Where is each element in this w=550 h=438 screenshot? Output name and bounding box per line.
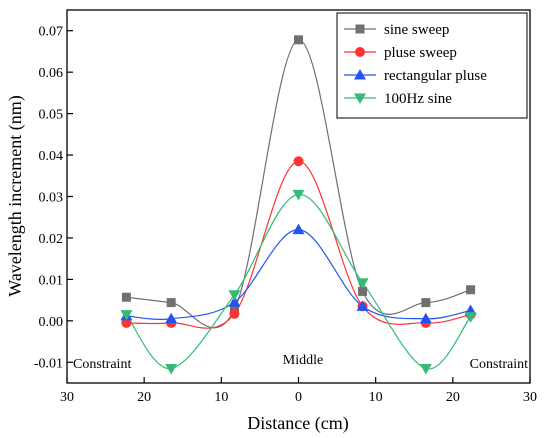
annotation-middle: Middle — [283, 353, 323, 368]
data-point-series-2 — [292, 223, 305, 235]
x-axis-title: Distance (cm) — [247, 413, 348, 434]
x-tick-label: 10 — [369, 390, 383, 405]
y-axis-ticks: -0.01 0.00 0.01 0.02 0.03 0.04 0.05 0.06 0.07 — [34, 25, 73, 371]
x-tick-label: 10 — [214, 390, 228, 405]
legend-marker-2 — [354, 69, 366, 80]
data-point-series-2 — [228, 296, 241, 307]
y-axis-title: Wavelength increment (nm) — [5, 95, 26, 296]
series-line-3 — [125, 193, 472, 370]
data-point-series-3 — [419, 363, 432, 375]
annotation-constraint-right: Constraint — [470, 357, 528, 372]
x-tick-label: 30 — [60, 390, 74, 405]
data-point-series-3 — [228, 290, 241, 301]
annotation-constraint-left: Constraint — [73, 357, 131, 372]
legend-marker-1 — [355, 47, 365, 57]
data-point-series-3 — [356, 278, 369, 289]
data-point-series-0 — [466, 285, 476, 295]
x-tick-label: 20 — [137, 390, 151, 405]
data-point-series-3 — [120, 310, 133, 321]
data-point-series-2 — [356, 300, 369, 311]
x-axis-ticks: 30 20 10 0 10 20 30 — [60, 377, 537, 405]
y-tick-label: 0.04 — [39, 149, 64, 164]
legend-label-0: sine sweep — [384, 22, 449, 38]
legend-box — [336, 12, 528, 119]
data-point-series-0 — [421, 298, 431, 308]
y-tick-label: 0.03 — [39, 191, 64, 206]
data-point-series-3 — [292, 189, 305, 201]
y-tick-label: 0.05 — [39, 108, 64, 123]
legend-label-3: 100Hz sine — [384, 91, 452, 107]
legend: sine sweep pluse sweep rectangular pluse 10… — [336, 12, 528, 119]
x-tick-label: 30 — [523, 390, 537, 405]
data-point-series-0 — [358, 286, 368, 296]
x-tick-label: 20 — [446, 390, 460, 405]
legend-label-1: pluse sweep — [384, 45, 457, 61]
y-tick-label: 0.06 — [39, 66, 64, 81]
data-point-series-0 — [166, 298, 176, 308]
legend-marker-0 — [355, 24, 365, 34]
legend-marker-3 — [354, 93, 366, 104]
data-point-series-1 — [293, 156, 304, 167]
data-point-series-3 — [165, 363, 178, 375]
y-tick-label: 0.07 — [39, 25, 64, 40]
data-point-series-3 — [464, 312, 477, 323]
data-point-series-1 — [121, 317, 132, 328]
data-point-series-0 — [121, 292, 131, 302]
series-markers — [120, 35, 477, 375]
data-point-series-1 — [229, 308, 240, 319]
y-tick-label: -0.01 — [34, 356, 63, 371]
x-tick-label: 0 — [295, 390, 302, 405]
y-tick-label: 0.02 — [39, 232, 64, 247]
legend-label-2: rectangular pluse — [384, 68, 487, 84]
data-point-series-2 — [419, 312, 432, 324]
data-point-series-2 — [165, 312, 178, 324]
series-line-1 — [126, 160, 471, 329]
y-tick-label: 0.00 — [39, 315, 64, 330]
data-point-series-0 — [294, 35, 303, 45]
y-tick-label: 0.01 — [39, 273, 64, 288]
